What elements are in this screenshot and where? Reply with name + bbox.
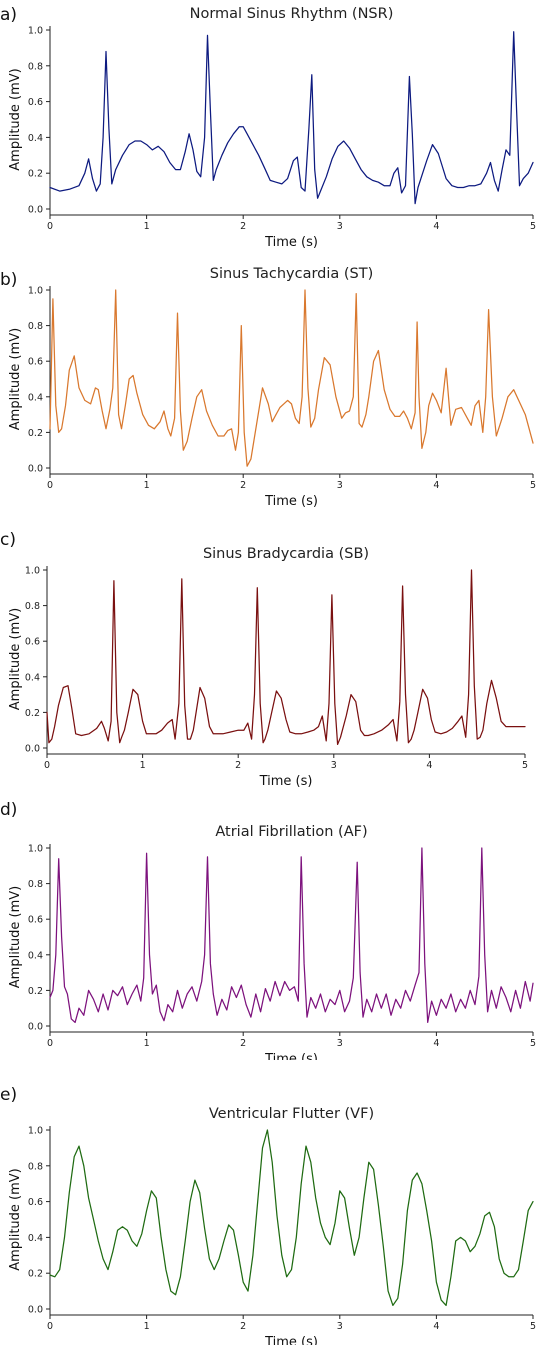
y-tick-label: 0.8 [28, 879, 43, 890]
chart-panel-3: c) Sinus Bradycardia (SB) 0 1 2 3 4 5 0.0 0.2 0.4 0… [0, 530, 528, 789]
x-tick-label: 4 [433, 1321, 439, 1332]
x-tick-label: 3 [337, 1038, 343, 1049]
y-axis-label: Amplitude (mV) [8, 608, 23, 710]
ecg-trace [49, 847, 534, 1024]
y-tick-label: 0.2 [28, 1269, 43, 1280]
y-tick-label: 0.6 [28, 1197, 43, 1208]
ecg-trace [49, 289, 534, 467]
chart-title: Normal Sinus Rhythm (NSR) [190, 6, 394, 22]
ecg-trace [49, 31, 534, 205]
y-tick-label: 0.0 [28, 1305, 43, 1316]
x-tick-label: 4 [433, 221, 439, 232]
chart-title: Ventricular Flutter (VF) [209, 1106, 374, 1122]
x-tick-label: 4 [433, 480, 439, 491]
x-tick-label: 0 [47, 1321, 53, 1332]
y-tick-label: 0.0 [28, 205, 43, 216]
x-tick-label: 5 [530, 221, 536, 232]
y-tick-label: 0.2 [25, 708, 40, 719]
ecg-trace [49, 1129, 534, 1307]
y-tick-label: 0.8 [28, 321, 43, 332]
y-tick-label: 0.0 [28, 1022, 43, 1033]
x-tick-label: 3 [331, 760, 337, 771]
panel-label: d) [0, 800, 17, 820]
y-tick-label: 0.4 [25, 672, 40, 683]
chart-panel-2: b) Sinus Tachycardia (ST) 0 1 2 3 4 5 0.0 0.2 0.4 0… [0, 266, 536, 509]
y-tick-label: 0.0 [28, 464, 43, 475]
x-axis-label: Time (s) [264, 1052, 318, 1060]
y-tick-label: 0.6 [28, 357, 43, 368]
y-tick-label: 0.6 [25, 637, 40, 648]
x-axis-label: Time (s) [259, 774, 313, 789]
x-tick-label: 2 [240, 221, 246, 232]
x-tick-label: 2 [235, 760, 241, 771]
x-tick-label: 3 [337, 480, 343, 491]
y-tick-label: 0.4 [28, 133, 43, 144]
x-tick-label: 0 [47, 221, 53, 232]
x-tick-label: 2 [240, 1321, 246, 1332]
y-tick-label: 1.0 [28, 1126, 43, 1137]
y-tick-label: 0.4 [28, 1233, 43, 1244]
y-tick-label: 0.2 [28, 428, 43, 439]
x-tick-label: 4 [433, 1038, 439, 1049]
y-tick-label: 1.0 [28, 286, 43, 297]
x-tick-label: 2 [240, 480, 246, 491]
x-axis-label: Time (s) [264, 235, 318, 250]
y-axis-label: Amplitude (mV) [8, 1168, 23, 1270]
chart-title: Atrial Fibrillation (AF) [215, 824, 367, 840]
y-tick-label: 0.8 [25, 601, 40, 612]
y-tick-label: 1.0 [28, 844, 43, 855]
chart-panel-5: e) Ventricular Flutter (VF) 0 1 2 3 4 5 0.0 0.2 0.… [0, 1085, 536, 1345]
ecg-trace [46, 569, 526, 746]
y-tick-label: 0.8 [28, 61, 43, 72]
y-tick-label: 0.8 [28, 1161, 43, 1172]
panel-label: e) [0, 1085, 17, 1105]
x-tick-label: 4 [426, 760, 432, 771]
y-tick-label: 0.0 [25, 744, 40, 755]
y-tick-label: 0.6 [28, 97, 43, 108]
x-tick-label: 3 [337, 221, 343, 232]
y-tick-label: 0.4 [28, 950, 43, 961]
chart-panel-4: d) Atrial Fibrillation (AF) 0 1 2 3 4 5 0.0 0.2 0.… [0, 800, 536, 1060]
x-tick-label: 1 [140, 760, 146, 771]
panel-label: a) [0, 5, 17, 25]
y-axis-label: Amplitude (mV) [8, 68, 23, 170]
x-tick-label: 0 [47, 480, 53, 491]
y-axis-label: Amplitude (mV) [8, 328, 23, 430]
x-tick-label: 0 [47, 1038, 53, 1049]
x-tick-label: 1 [144, 1038, 150, 1049]
chart-title: Sinus Bradycardia (SB) [203, 546, 369, 562]
x-tick-label: 5 [530, 480, 536, 491]
x-tick-label: 1 [144, 480, 150, 491]
y-axis-label: Amplitude (mV) [8, 886, 23, 988]
x-tick-label: 0 [44, 760, 50, 771]
panel-label: b) [0, 270, 17, 290]
chart-panel-1: a) Normal Sinus Rhythm (NSR) 0 1 2 3 4 5 0.0 0.2 0… [0, 5, 536, 250]
panel-label: c) [0, 530, 16, 550]
y-tick-label: 0.2 [28, 986, 43, 997]
x-tick-label: 5 [522, 760, 528, 771]
y-tick-label: 1.0 [28, 26, 43, 37]
y-tick-label: 0.6 [28, 915, 43, 926]
chart-title: Sinus Tachycardia (ST) [210, 266, 374, 282]
y-tick-label: 1.0 [25, 566, 40, 577]
x-axis-label: Time (s) [264, 494, 318, 509]
y-tick-label: 0.2 [28, 169, 43, 180]
x-tick-label: 1 [144, 1321, 150, 1332]
x-tick-label: 5 [530, 1321, 536, 1332]
x-tick-label: 5 [530, 1038, 536, 1049]
x-tick-label: 1 [144, 221, 150, 232]
x-tick-label: 2 [240, 1038, 246, 1049]
x-tick-label: 3 [337, 1321, 343, 1332]
y-tick-label: 0.4 [28, 392, 43, 403]
x-axis-label: Time (s) [264, 1335, 318, 1345]
